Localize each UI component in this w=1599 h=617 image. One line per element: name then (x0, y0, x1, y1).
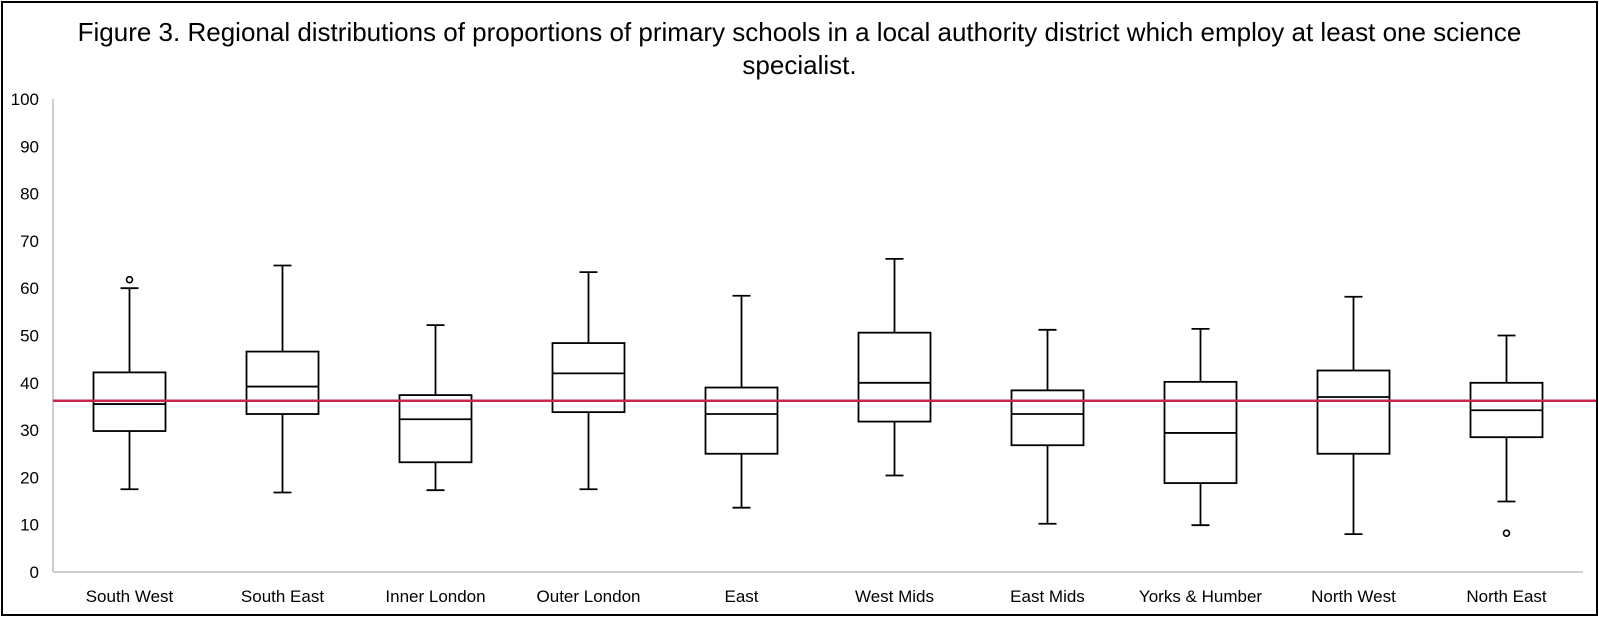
box-plot-item (245, 264, 320, 494)
x-tick-label: Yorks & Humber (1139, 587, 1262, 606)
box-plot-item (704, 294, 779, 509)
box-series (92, 257, 1544, 538)
iqr-box (857, 331, 932, 423)
y-tick-label: 70 (20, 232, 39, 251)
y-tick-label: 100 (11, 90, 39, 109)
x-tick-label: Outer London (537, 587, 641, 606)
y-axis: 0 10 20 30 40 50 60 70 80 90 100 (11, 90, 54, 582)
x-tick-label: South East (241, 587, 324, 606)
box-plot-item (398, 324, 473, 492)
chart-title: Figure 3. Regional distributions of prop… (77, 17, 1522, 80)
x-tick-label: East (724, 587, 758, 606)
x-tick-label: North West (1311, 587, 1396, 606)
box-plot-item (551, 271, 626, 491)
box-plot-item (1469, 334, 1544, 538)
outlier-point (1502, 529, 1511, 538)
y-tick-label: 0 (30, 563, 39, 582)
y-tick-label: 80 (20, 185, 39, 204)
x-tick-label: East Mids (1010, 587, 1085, 606)
y-tick-label: 30 (20, 421, 39, 440)
iqr-box (1316, 369, 1391, 455)
y-tick-label: 60 (20, 279, 39, 298)
box-plot-item (1316, 295, 1391, 536)
box-plot-item (857, 257, 932, 477)
x-tick-label: North East (1466, 587, 1547, 606)
box-plot-item (1163, 327, 1238, 527)
y-tick-label: 50 (20, 327, 39, 346)
x-tick-label: West Mids (855, 587, 934, 606)
x-axis: South West South East Inner London Outer Lo… (53, 571, 1583, 606)
y-tick-label: 10 (20, 516, 39, 535)
iqr-box (1010, 389, 1085, 447)
outlier-point (125, 275, 134, 284)
x-tick-label: South West (86, 587, 174, 606)
y-tick-label: 40 (20, 374, 39, 393)
iqr-box (704, 386, 779, 455)
y-tick-label: 20 (20, 468, 39, 487)
box-plot-item (92, 275, 167, 491)
y-tick-label: 90 (20, 137, 39, 156)
iqr-box (245, 350, 320, 415)
iqr-box (398, 394, 473, 464)
iqr-box (551, 342, 626, 414)
x-tick-label: Inner London (385, 587, 485, 606)
box-plot-item (1010, 328, 1085, 525)
